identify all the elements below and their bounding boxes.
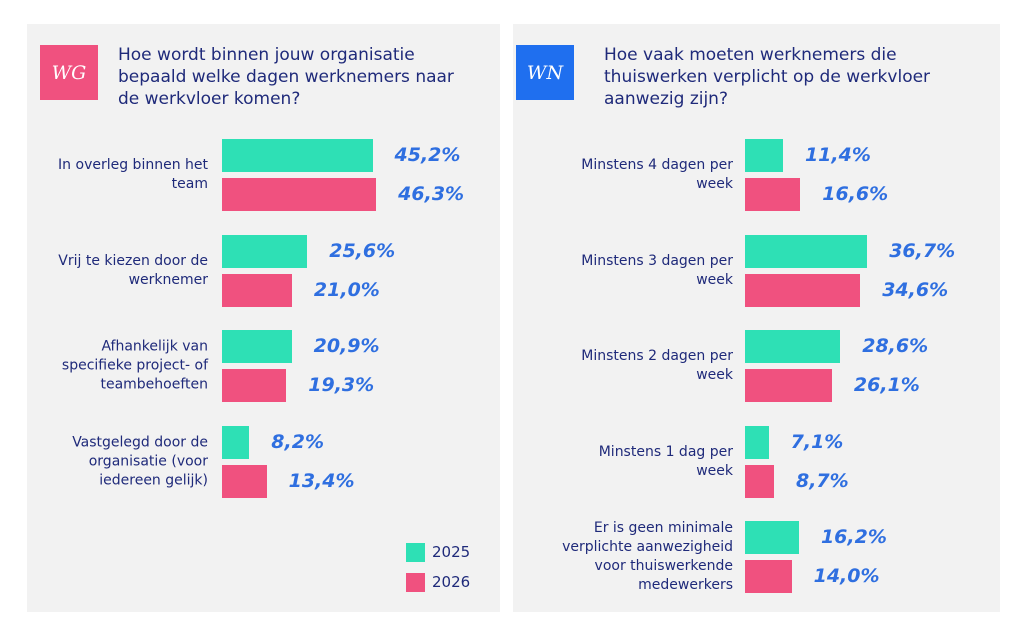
value-label: 8,7% <box>795 469 849 492</box>
value-label: 16,6% <box>822 183 889 205</box>
bar <box>745 330 841 363</box>
value-label: 20,9% <box>313 335 380 357</box>
bar <box>745 139 783 172</box>
bar <box>745 369 832 402</box>
bar <box>745 560 792 593</box>
category-label: Vrij te kiezen door de werknemer <box>58 252 208 288</box>
bar <box>222 234 308 268</box>
bar <box>222 330 292 363</box>
panel: WG Hoe wordt binnen jouw organisatie bepa… <box>27 24 500 612</box>
category-label: Afhankelijk van specifieke project- of t… <box>61 338 208 393</box>
category-label: Minstens 2 dagen per week <box>581 348 733 383</box>
legend-label: 2026 <box>432 573 471 591</box>
bar <box>222 464 267 498</box>
panel: WN Hoe vaak moeten werknemers die thuiswe… <box>513 24 1000 612</box>
bar <box>745 234 868 268</box>
value-label: 28,6% <box>862 335 929 357</box>
bar <box>222 178 377 211</box>
value-label: 11,4% <box>804 144 871 166</box>
bar <box>222 369 287 402</box>
category-label: Vastgelegd door de organisatie (voor ied… <box>72 434 208 488</box>
chart-title: Hoe vaak moeten werknemers die thuiswerk… <box>604 45 931 109</box>
bar <box>745 273 861 307</box>
bar <box>745 178 801 211</box>
bar <box>745 521 799 554</box>
badge: WN <box>516 45 574 100</box>
bar <box>745 425 769 459</box>
value-label: 45,2% <box>394 144 461 166</box>
value-label: 8,2% <box>271 430 324 453</box>
legend-swatch <box>406 573 425 592</box>
value-label: 19,3% <box>308 374 375 396</box>
value-label: 25,6% <box>329 239 396 262</box>
bar <box>745 464 774 498</box>
value-label: 26,1% <box>853 374 920 396</box>
bar <box>222 273 292 307</box>
legend-label: 2025 <box>432 543 471 561</box>
category-label: Minstens 4 dagen per week <box>581 157 733 192</box>
value-label: 13,4% <box>288 469 355 492</box>
badge: WG <box>40 45 98 100</box>
category-label: In overleg binnen het team <box>58 157 208 192</box>
value-label: 21,0% <box>313 278 380 301</box>
legend-swatch <box>406 543 425 562</box>
bar <box>222 139 373 172</box>
category-label: Minstens 1 dag per week <box>598 443 733 479</box>
value-label: 7,1% <box>790 430 844 453</box>
category-label: Er is geen minimale verplichte aanwezigh… <box>562 520 733 593</box>
chart-title: Hoe wordt binnen jouw organisatie bepaal… <box>118 45 454 109</box>
value-label: 46,3% <box>398 183 465 205</box>
bar <box>222 425 250 459</box>
value-label: 36,7% <box>889 239 956 262</box>
value-label: 16,2% <box>820 526 887 548</box>
value-label: 34,6% <box>882 278 949 301</box>
value-label: 14,0% <box>813 565 880 587</box>
category-label: Minstens 3 dagen per week <box>581 252 733 288</box>
